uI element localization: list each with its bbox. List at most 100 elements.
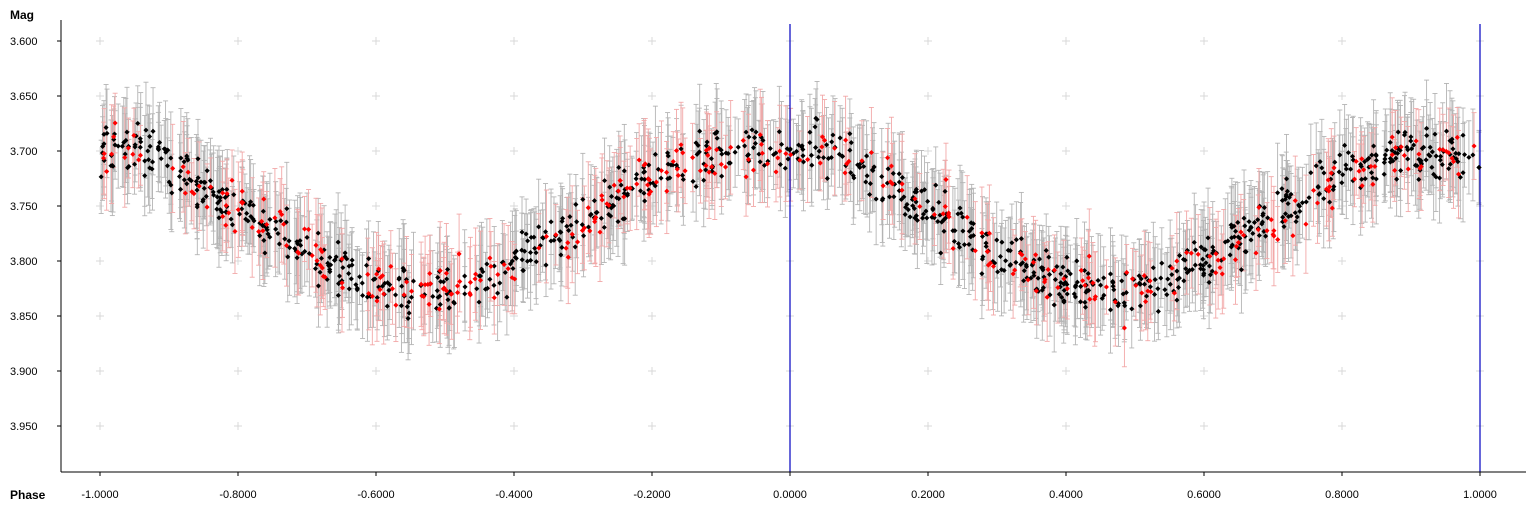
y-tick-label: 3.600 [10, 36, 38, 48]
black-series-point [1342, 142, 1348, 148]
red-series-point [1148, 289, 1154, 295]
black-series-point [1427, 144, 1433, 150]
red-series-point [1359, 156, 1365, 162]
grid-plus-marker [1338, 367, 1346, 375]
red-series-point [377, 287, 383, 293]
black-series-point [1177, 252, 1183, 259]
phase-marker-lines [789, 24, 1481, 472]
black-series-point [997, 253, 1003, 260]
grid-plus-marker [510, 147, 518, 155]
black-series-point [1316, 191, 1322, 197]
red-series-point [797, 157, 803, 163]
red-series-point [223, 203, 229, 209]
black-series-point [1297, 208, 1303, 214]
black-series-point [124, 129, 130, 135]
black-series-point [155, 144, 161, 150]
red-series-point [1264, 228, 1270, 234]
black-series-point [229, 222, 235, 228]
red-series-point [642, 161, 648, 167]
black-series-point [282, 236, 288, 242]
black-series-point [360, 292, 366, 299]
black-series-point [239, 206, 245, 212]
black-series-point [1056, 291, 1062, 297]
black-series-point [312, 266, 319, 272]
y-tick-label: 3.950 [10, 421, 38, 433]
black-series-point [793, 148, 800, 154]
black-series-point [1319, 165, 1325, 171]
black-series-point [396, 275, 402, 281]
black-series-point [276, 241, 282, 247]
black-series-point [1040, 265, 1046, 271]
black-series-point [1242, 249, 1248, 255]
black-series-point [1084, 287, 1090, 294]
black-series-point [607, 184, 613, 190]
black-series-point [1340, 172, 1346, 178]
x-tick-label: 0.8000 [1325, 489, 1359, 501]
red-series-point [592, 219, 598, 225]
black-series-point [264, 224, 270, 230]
x-tick-label: -0.2000 [633, 489, 670, 501]
red-series-point [240, 199, 246, 206]
black-series-point [531, 234, 537, 240]
red-series-point [1080, 278, 1086, 284]
black-series-point [557, 238, 563, 244]
black-series-point [1456, 151, 1462, 157]
black-series-point [950, 228, 956, 234]
grid-plus-marker [234, 92, 242, 100]
black-series-point [346, 270, 352, 277]
red-series-point [889, 181, 895, 187]
black-series-point [348, 276, 354, 282]
black-series-point [1387, 155, 1393, 162]
red-series-point [645, 182, 651, 188]
black-series-point [216, 215, 222, 221]
black-series-point [150, 128, 156, 134]
black-series-point [150, 159, 156, 165]
black-series-point [608, 193, 615, 200]
black-series-point [983, 243, 989, 250]
black-series-point [1255, 217, 1261, 223]
grid-plus-marker [1200, 367, 1208, 375]
black-series-point [861, 163, 867, 170]
grid-plus-marker [924, 92, 932, 100]
grid-plus-marker [96, 367, 104, 375]
red-series-point [1090, 280, 1096, 286]
red-series-point [196, 183, 202, 189]
black-series-point [1405, 147, 1411, 153]
black-series-point [137, 136, 143, 142]
black-series-point [474, 286, 480, 292]
red-series-point [426, 301, 432, 307]
black-series-point [408, 294, 415, 300]
black-series-point [410, 278, 417, 284]
black-series-point [1343, 166, 1349, 172]
black-series-point [1394, 176, 1400, 182]
black-series-point [1408, 138, 1414, 144]
black-series-point [1198, 244, 1204, 250]
grid-plus-marker [1200, 147, 1208, 155]
red-series-point [1184, 250, 1190, 256]
black-series-point [392, 292, 399, 298]
black-series-point [357, 274, 363, 280]
red-series-point [1454, 134, 1460, 140]
grid-plus-marker [1062, 37, 1070, 45]
black-series-point [406, 310, 412, 316]
grid-plus-marker [372, 202, 380, 210]
black-series-point [857, 164, 863, 171]
axes [60, 20, 1526, 473]
black-series-point [278, 218, 284, 224]
red-series-point [1147, 278, 1153, 284]
black-series-point [194, 187, 200, 193]
black-series-point [1246, 219, 1252, 225]
y-tick-label: 3.850 [10, 311, 38, 323]
black-series-point [315, 230, 321, 236]
black-series-point [138, 139, 144, 145]
black-series-point [1242, 223, 1248, 229]
black-series-point [119, 143, 125, 149]
black-series-point [1411, 142, 1417, 148]
red-series-point [495, 271, 501, 278]
black-series-point [178, 186, 184, 192]
black-series-point [204, 168, 210, 174]
red-series-point [1450, 159, 1457, 165]
red-series-point [261, 196, 267, 202]
red-series-point [627, 185, 633, 191]
